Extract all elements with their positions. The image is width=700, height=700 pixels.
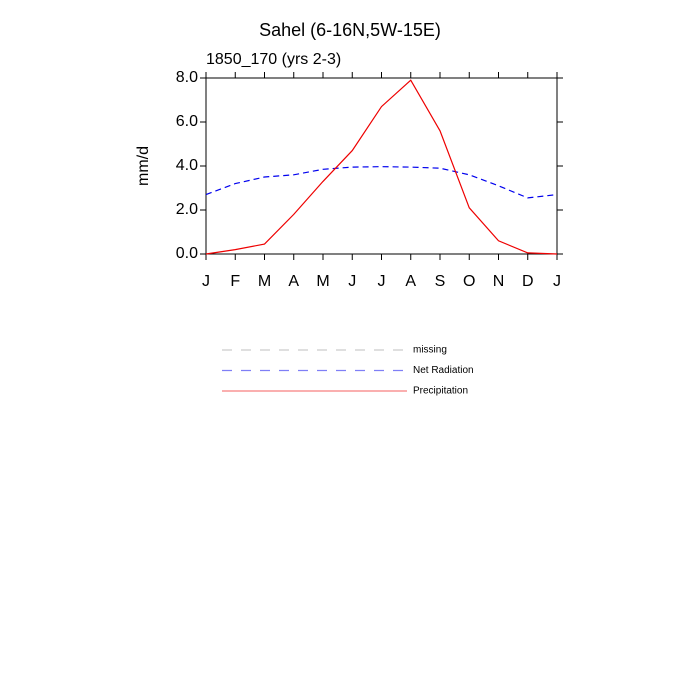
x-tick-label: J bbox=[553, 273, 561, 290]
chart-subtitle: 1850_170 (yrs 2-3) bbox=[206, 51, 341, 68]
x-tick-label: M bbox=[258, 273, 271, 290]
y-tick-label: 0.0 bbox=[176, 245, 198, 262]
x-tick-label: N bbox=[493, 273, 505, 290]
legend-label: missing bbox=[413, 345, 447, 356]
y-tick-label: 8.0 bbox=[176, 69, 198, 86]
legend-label: Precipitation bbox=[413, 386, 468, 397]
x-tick-label: A bbox=[405, 273, 416, 290]
chart-title: Sahel (6-16N,5W-15E) bbox=[259, 20, 441, 40]
x-tick-label: O bbox=[463, 273, 475, 290]
series-line bbox=[205, 79, 558, 255]
y-tick-label: 4.0 bbox=[176, 157, 198, 174]
x-tick-label: J bbox=[348, 273, 356, 290]
legend-label: Net Radiation bbox=[413, 365, 474, 376]
x-tick-label: D bbox=[522, 273, 534, 290]
x-tick-label: J bbox=[202, 273, 210, 290]
x-tick-label: J bbox=[378, 273, 386, 290]
x-tick-label: F bbox=[230, 273, 240, 290]
y-tick-label: 2.0 bbox=[176, 201, 198, 218]
x-tick-label: S bbox=[435, 273, 446, 290]
y-tick-label: 6.0 bbox=[176, 113, 198, 130]
x-tick-label: A bbox=[288, 273, 299, 290]
y-axis-label: mm/d bbox=[135, 146, 152, 186]
series-line bbox=[205, 166, 558, 199]
x-tick-label: M bbox=[316, 273, 329, 290]
